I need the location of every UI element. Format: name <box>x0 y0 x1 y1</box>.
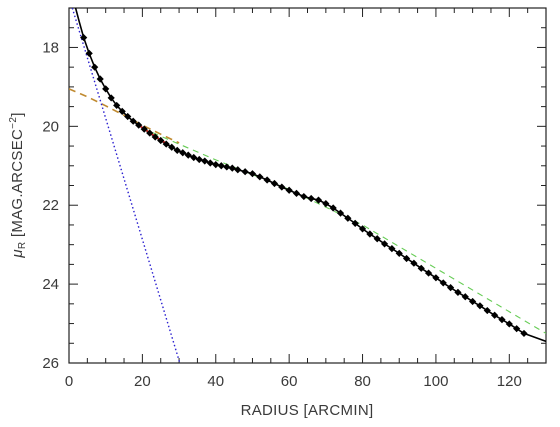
data-point-marker <box>179 149 187 157</box>
y-tick-label: 20 <box>42 118 59 135</box>
data-point-marker <box>417 264 425 272</box>
x-tick-label: 20 <box>134 373 151 390</box>
data-point-marker <box>113 101 121 110</box>
data-point-marker <box>491 311 499 319</box>
data-point-marker <box>85 49 93 57</box>
plot-frame <box>68 7 547 364</box>
x-tick-label: 60 <box>281 373 298 390</box>
data-point-marker <box>454 288 462 296</box>
data-point-marker <box>513 325 521 333</box>
data-point-marker <box>217 162 225 170</box>
data-point-marker <box>314 196 323 204</box>
data-point-marker <box>278 183 286 191</box>
data-point-marker <box>395 249 403 257</box>
data-point-marker <box>228 164 236 172</box>
data-point-marker <box>344 214 352 222</box>
data-point-marker <box>241 168 249 176</box>
data-point-marker <box>201 157 209 165</box>
data-point-marker <box>424 269 433 277</box>
data-point-marker <box>107 94 115 102</box>
data-point-marker <box>476 302 484 310</box>
data-point-marker <box>151 133 159 141</box>
y-axis-title-symbol: μ <box>9 249 26 259</box>
data-point-marker <box>162 140 170 148</box>
data-point-marker <box>402 254 411 263</box>
data-point-marker <box>263 176 271 184</box>
axis-tick-labels: 0 20 40 60 80 100 120 18 20 22 24 26 <box>42 39 522 390</box>
y-axis-title-close: ] <box>9 112 26 116</box>
data-point-marker <box>358 225 367 233</box>
y-axis-title-subscript: R <box>17 242 28 250</box>
data-point-marker <box>380 240 389 248</box>
series-line-black-line-diamond-markers <box>74 8 546 343</box>
data-point-marker <box>329 204 337 212</box>
data-point-marker <box>96 75 104 83</box>
y-axis-title-units: [MAG.ARCSEC <box>9 129 26 242</box>
data-point-marker <box>270 179 279 188</box>
data-point-marker <box>307 194 315 203</box>
data-point-marker <box>285 186 293 194</box>
y-tick-label: 18 <box>42 39 59 56</box>
series-line-green-dashed <box>142 127 546 334</box>
data-point-marker <box>212 160 220 169</box>
y-axis-title-superscript: −2 <box>8 117 19 129</box>
data-point-marker <box>157 136 165 145</box>
data-point-marker <box>118 107 126 115</box>
y-tick-label: 26 <box>42 355 59 372</box>
data-point-marker <box>234 166 242 174</box>
y-axis-title: μR [MAG.ARCSEC−2] <box>8 112 28 258</box>
data-point-marker <box>146 129 154 137</box>
data-point-marker <box>256 173 264 181</box>
data-point-marker <box>80 33 88 42</box>
data-point-marker <box>140 125 148 133</box>
data-point-marker <box>410 259 418 267</box>
data-point-marker <box>432 274 440 282</box>
x-tick-label: 0 <box>65 373 73 390</box>
data-point-marker <box>248 170 257 178</box>
data-point-marker <box>351 219 359 227</box>
data-point-marker <box>520 329 528 338</box>
data-point-marker <box>223 163 231 171</box>
data-point-marker <box>505 320 513 328</box>
data-point-marker <box>124 112 132 121</box>
axis-ticks <box>68 7 547 364</box>
data-point-marker <box>292 189 301 197</box>
data-point-marker <box>135 121 143 129</box>
x-tick-label: 100 <box>423 373 448 390</box>
data-point-marker <box>483 306 491 315</box>
x-axis-title: RADIUS [ARCMIN] <box>241 402 374 419</box>
y-tick-label: 22 <box>42 197 59 214</box>
x-tick-label: 120 <box>497 373 522 390</box>
data-point-marker <box>91 63 99 71</box>
data-point-marker <box>173 146 181 154</box>
data-point-marker <box>447 284 455 292</box>
data-point-marker <box>206 159 214 167</box>
data-point-marker <box>461 293 469 301</box>
data-point-marker <box>469 297 477 306</box>
data-point-marker <box>388 245 396 253</box>
data-point-marker <box>373 235 381 243</box>
data-point-marker <box>300 192 308 201</box>
series-line-orange-dashed <box>69 88 180 144</box>
data-point-marker <box>102 85 110 93</box>
x-tick-label: 40 <box>207 373 224 390</box>
data-point-marker <box>190 153 198 162</box>
data-point-marker <box>184 151 192 159</box>
data-point-marker <box>336 209 345 217</box>
series-line-blue-dotted <box>71 8 181 363</box>
data-point-marker <box>366 230 374 238</box>
data-point-marker <box>168 143 176 151</box>
y-tick-label: 24 <box>42 276 59 293</box>
data-point-marker <box>322 200 330 208</box>
x-tick-label: 80 <box>354 373 371 390</box>
data-point-marker <box>195 155 203 164</box>
data-point-marker <box>439 279 447 287</box>
data-point-marker <box>498 316 506 324</box>
data-point-marker <box>129 117 137 125</box>
data-series <box>69 8 546 363</box>
data-markers <box>80 33 528 338</box>
